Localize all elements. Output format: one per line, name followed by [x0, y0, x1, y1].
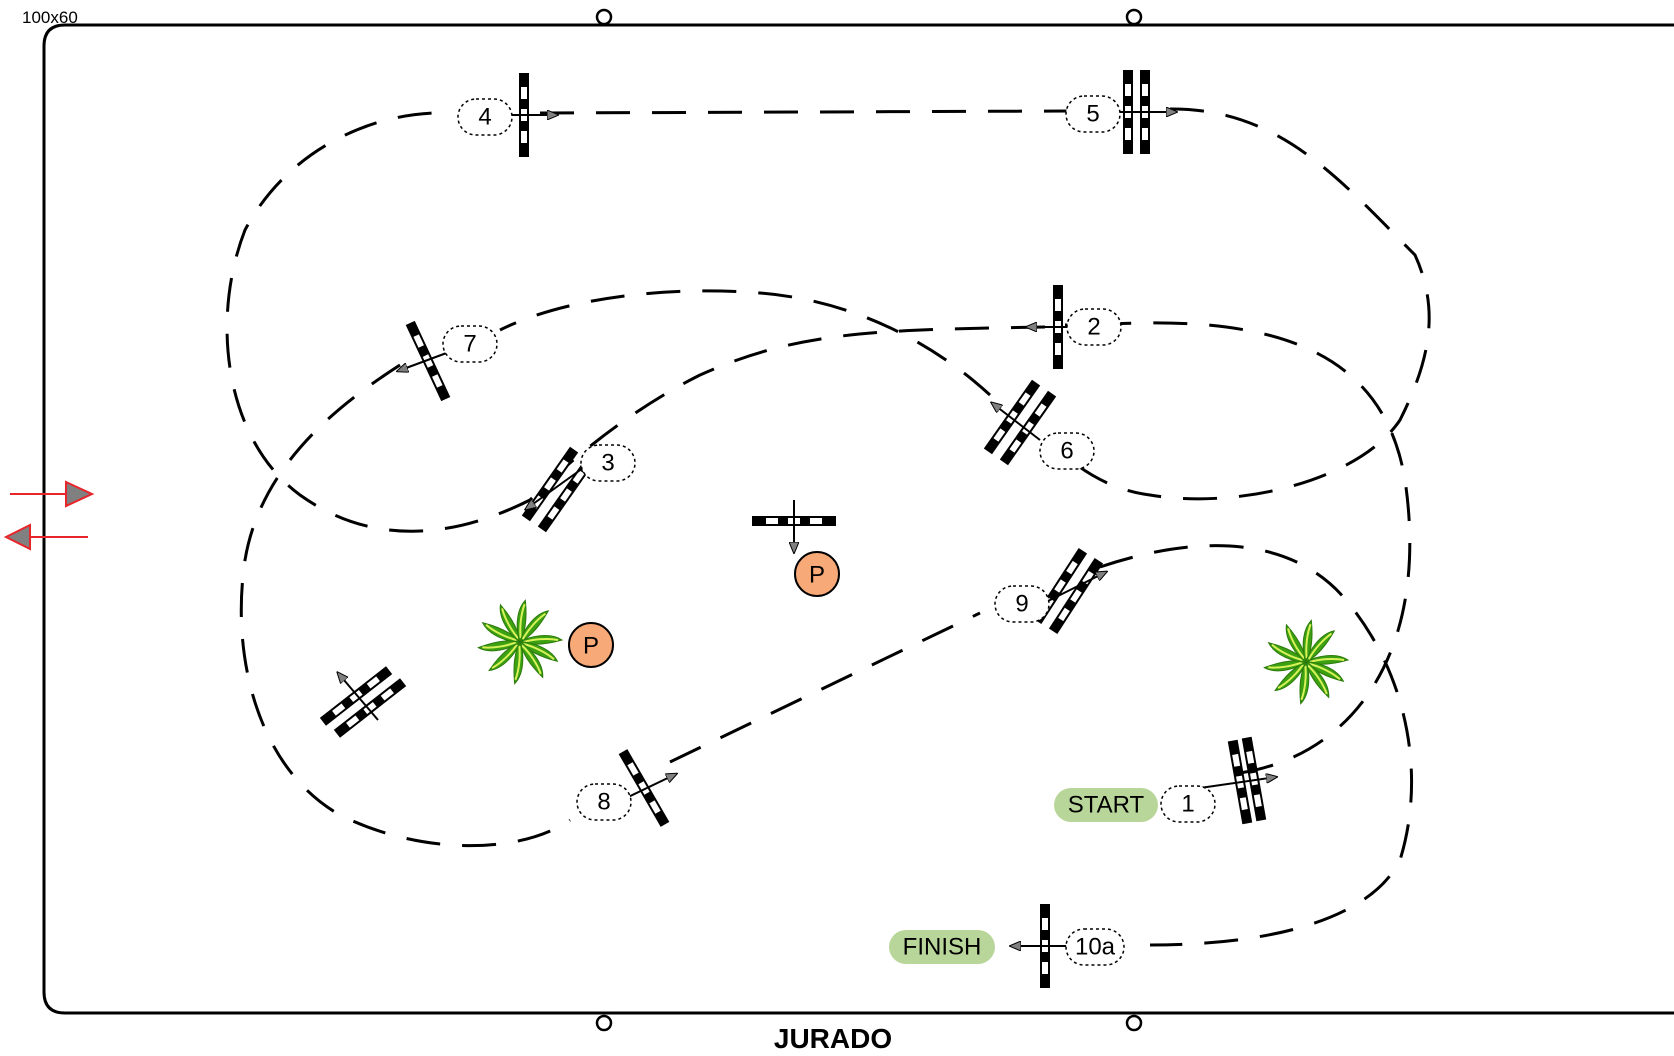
start-label: START [1068, 791, 1145, 818]
finish-label: FINISH [903, 933, 982, 960]
obstacle-1-label: 1 [1181, 790, 1194, 817]
obstacle-9: 9 [994, 548, 1106, 634]
post-top-right [1125, 8, 1143, 26]
obstacle-10a: 10a [1011, 904, 1125, 988]
post-bottom-right [1125, 1014, 1143, 1032]
pylon-left-label: P [583, 632, 599, 659]
pylon-center: P [794, 551, 840, 597]
obstacle-5-label: 5 [1086, 100, 1099, 127]
arena-size-label: 100x60 [22, 8, 78, 27]
arena-posts [595, 8, 1143, 1032]
obstacle-no-number [319, 666, 407, 738]
obstacle-9-label: 9 [1015, 590, 1028, 617]
exit-arrow [3, 523, 88, 551]
obstacle-5: 5 [1065, 70, 1176, 154]
obstacle-6: 6 [983, 379, 1095, 470]
obstacle-4-label: 4 [478, 103, 491, 130]
obstacle-8: 8 [576, 749, 676, 827]
finish-marker: FINISH [889, 930, 995, 964]
post-bottom-left [595, 1014, 613, 1032]
pylon-left: P [568, 622, 614, 668]
obstacle-2: 2 [1027, 285, 1122, 369]
entry-arrow [10, 480, 95, 508]
obstacle-10a-label: 10a [1075, 933, 1116, 960]
plant-left-icon [476, 598, 563, 686]
start-marker: START [1054, 788, 1158, 822]
obstacle-7: 7 [398, 320, 498, 402]
obstacle-8-label: 8 [597, 788, 610, 815]
obstacle-2-label: 2 [1087, 313, 1100, 340]
arena-border [42, 23, 1674, 1015]
plant-right-icon [1262, 618, 1349, 706]
obstacle-3: 3 [521, 444, 636, 533]
judge-label: JURADO [774, 1023, 892, 1054]
obstacle-pylon-center [752, 500, 836, 552]
post-top-left [595, 8, 613, 26]
obstacle-1: 1 [1160, 736, 1276, 825]
pylon-center-label: P [809, 561, 825, 588]
obstacle-4: 4 [457, 73, 557, 157]
obstacle-3-label: 3 [601, 449, 614, 476]
obstacle-7-label: 7 [463, 330, 476, 357]
course-path [225, 107, 1431, 947]
obstacle-6-label: 6 [1060, 437, 1073, 464]
